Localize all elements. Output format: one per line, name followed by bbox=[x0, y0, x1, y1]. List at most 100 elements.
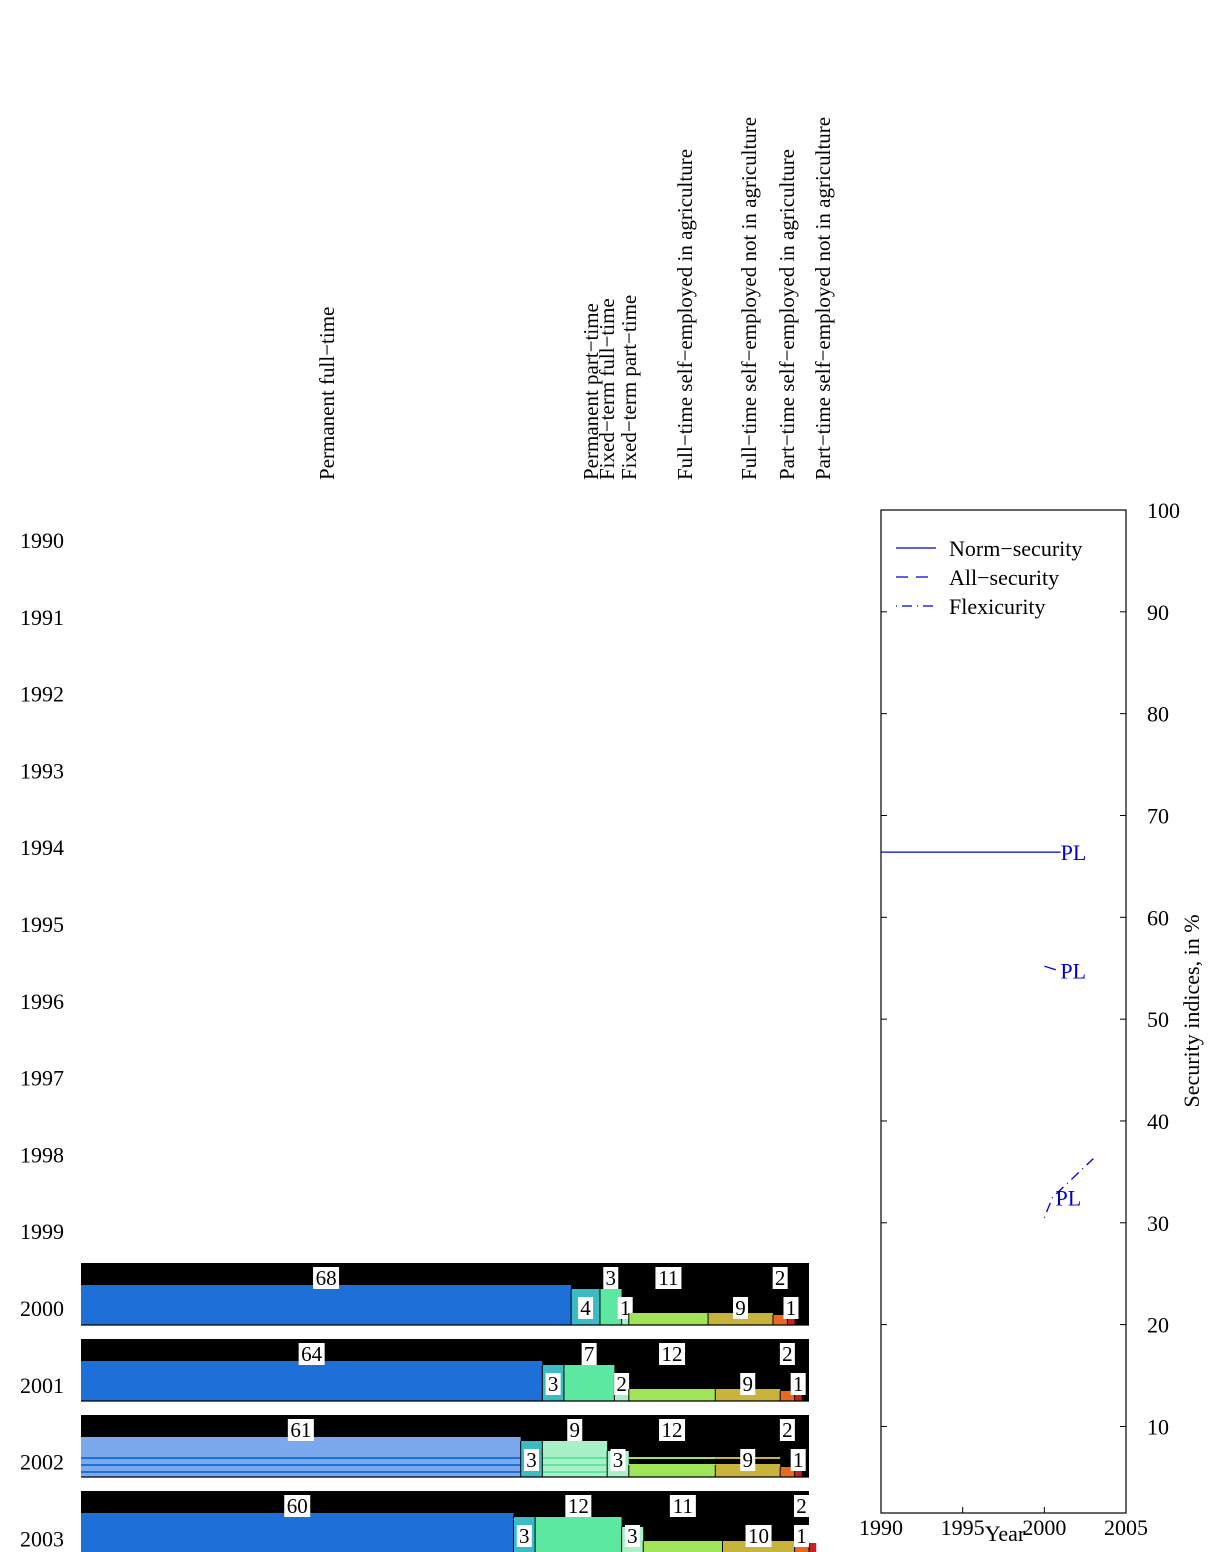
value-label-box bbox=[565, 1495, 592, 1517]
y-tick-label: 80 bbox=[1147, 702, 1169, 727]
value-label: 10 bbox=[748, 1524, 769, 1548]
value-label-box bbox=[740, 1373, 756, 1395]
bar-segment bbox=[81, 1285, 572, 1325]
x-tick-label: 2000 bbox=[1022, 1515, 1066, 1540]
bar-row-2002: 61 3 9 3 12 9 21 bbox=[81, 1415, 809, 1478]
legend-entry: All−security bbox=[949, 565, 1059, 590]
value-label: 3 bbox=[613, 1448, 624, 1472]
value-label-box bbox=[603, 1267, 619, 1289]
x-tick-label: 1995 bbox=[941, 1515, 985, 1540]
category-label: Part−time self−employed not in agricultu… bbox=[811, 117, 835, 480]
bar-segment bbox=[81, 1361, 543, 1401]
value-label: 2 bbox=[782, 1418, 793, 1442]
y-tick-label: 90 bbox=[1147, 600, 1169, 625]
value-label-box bbox=[733, 1297, 749, 1319]
line-series: PL PL PL bbox=[881, 840, 1094, 1218]
value-label: 9 bbox=[569, 1418, 580, 1442]
value-label: 2 bbox=[775, 1266, 786, 1290]
y-tick-label: 50 bbox=[1147, 1007, 1169, 1032]
value-label: 12 bbox=[662, 1418, 683, 1442]
bar-segment bbox=[535, 1517, 622, 1552]
bar-hatch-line bbox=[542, 1464, 608, 1466]
bar-segment bbox=[81, 1513, 514, 1552]
category-label: Part−time self−employed in agriculture bbox=[775, 149, 799, 480]
bar-segment bbox=[772, 1315, 788, 1325]
bar-segment bbox=[563, 1365, 615, 1401]
value-label-box bbox=[779, 1343, 795, 1365]
series-line bbox=[1043, 1158, 1094, 1218]
value-label-box bbox=[655, 1267, 682, 1289]
year-label: 2003 bbox=[20, 1526, 64, 1551]
value-label: 9 bbox=[735, 1296, 746, 1320]
y-tick-label: 60 bbox=[1147, 905, 1169, 930]
bar-segment bbox=[787, 1315, 795, 1325]
y-tick-label: 40 bbox=[1147, 1109, 1169, 1134]
year-label: 1990 bbox=[20, 528, 64, 553]
value-label-box bbox=[659, 1343, 686, 1365]
year-label: 1995 bbox=[20, 912, 64, 937]
plot-frame bbox=[880, 509, 1127, 1514]
value-label-box bbox=[516, 1525, 532, 1547]
value-label: 11 bbox=[658, 1266, 678, 1290]
series-end-label: PL bbox=[1061, 840, 1087, 865]
year-label: 1993 bbox=[20, 758, 64, 783]
category-labels: Permanent full−time Permanent part−timeFi… bbox=[315, 117, 835, 480]
year-labels: 1990 1991 1992 1993 1994 1995 1996 1997 1998 1999… bbox=[20, 528, 64, 1551]
value-label: 2 bbox=[616, 1372, 627, 1396]
security-index-line-chart: 10 20 30 40 50 60 70 80 90 100 1990 1995 2000 2005 Y… bbox=[859, 498, 1204, 1546]
value-label: 3 bbox=[627, 1524, 638, 1548]
value-label: 1 bbox=[793, 1372, 804, 1396]
value-label: 3 bbox=[548, 1372, 559, 1396]
bar-segment bbox=[780, 1391, 795, 1401]
bar-segment bbox=[780, 1467, 795, 1477]
value-label: 12 bbox=[662, 1342, 683, 1366]
bar-segment bbox=[794, 1543, 809, 1552]
year-label: 2001 bbox=[20, 1373, 64, 1398]
bar-segment bbox=[809, 1543, 817, 1552]
bar-row-2003: 60 3 12 3 11 10 2 1 bbox=[81, 1491, 817, 1552]
y-tick-label: 20 bbox=[1147, 1313, 1169, 1338]
bar-hatch-line bbox=[81, 1464, 521, 1466]
value-label: 64 bbox=[301, 1342, 323, 1366]
bar-hatch-line bbox=[628, 1457, 716, 1459]
legend-entry: Norm−security bbox=[949, 536, 1082, 561]
value-label-box bbox=[313, 1267, 340, 1289]
year-label: 1996 bbox=[20, 989, 64, 1014]
value-label: 3 bbox=[526, 1448, 537, 1472]
value-label: 3 bbox=[519, 1524, 530, 1548]
year-label: 1992 bbox=[20, 682, 64, 707]
category-label: Full−time self−employed in agriculture bbox=[673, 149, 697, 480]
value-label-box bbox=[659, 1419, 686, 1441]
value-label-box bbox=[287, 1419, 314, 1441]
year-label: 2002 bbox=[20, 1450, 64, 1475]
bar-hatch-line bbox=[81, 1457, 521, 1459]
x-axis-ticks: 1990 1995 2000 2005 bbox=[859, 1507, 1148, 1540]
bar-segment bbox=[628, 1313, 709, 1325]
value-label: 9 bbox=[742, 1372, 753, 1396]
value-label-box bbox=[772, 1267, 788, 1289]
y-axis-label: Security indices, in % bbox=[1179, 914, 1204, 1107]
y-axis-ticks: 10 20 30 40 50 60 70 80 90 100 bbox=[881, 498, 1180, 1439]
series-end-label: PL bbox=[1060, 958, 1086, 983]
category-label: Fixed−term full−time bbox=[595, 298, 619, 480]
value-label-box bbox=[779, 1419, 795, 1441]
value-label-box bbox=[669, 1495, 696, 1517]
bar-hatch-line bbox=[542, 1471, 608, 1473]
value-label-box bbox=[794, 1495, 809, 1517]
value-label: 11 bbox=[673, 1494, 693, 1518]
category-label: Permanent full−time bbox=[315, 307, 339, 480]
value-label-box bbox=[298, 1343, 325, 1365]
value-label-box bbox=[567, 1419, 583, 1441]
value-label: 3 bbox=[606, 1266, 617, 1290]
value-label: 9 bbox=[742, 1448, 753, 1472]
legend-entry: Flexicurity bbox=[949, 594, 1046, 619]
y-tick-label: 30 bbox=[1147, 1211, 1169, 1236]
category-label: Fixed−term part−time bbox=[617, 295, 641, 480]
year-label: 1999 bbox=[20, 1219, 64, 1244]
year-label: 1997 bbox=[20, 1066, 64, 1091]
value-label-box bbox=[523, 1449, 539, 1471]
value-label-box bbox=[284, 1495, 311, 1517]
value-label-box bbox=[783, 1297, 799, 1319]
